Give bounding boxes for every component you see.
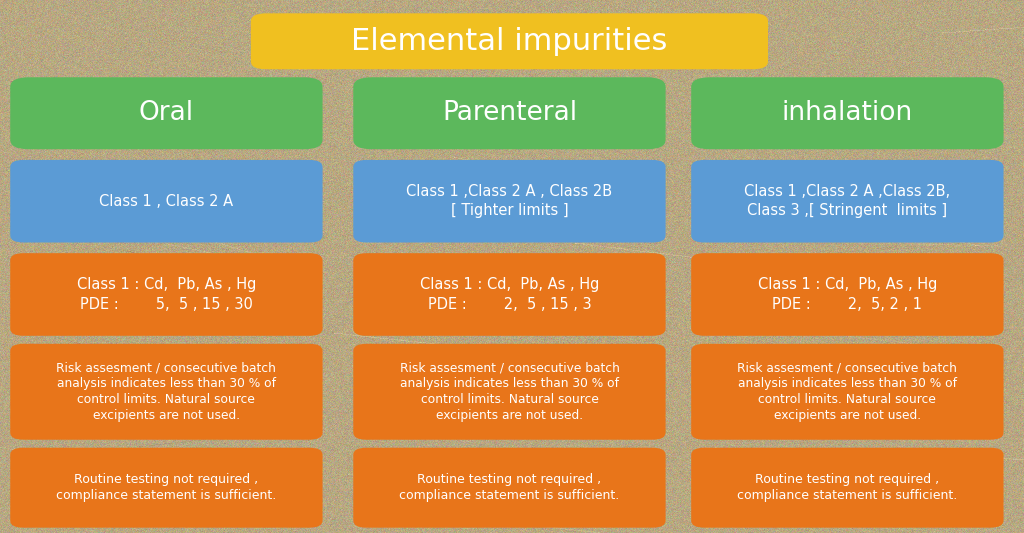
Text: Routine testing not required ,
compliance statement is sufficient.: Routine testing not required , complianc… [56, 473, 276, 503]
Text: Class 1 : Cd,  Pb, As , Hg
PDE :        2,  5, 2 , 1: Class 1 : Cd, Pb, As , Hg PDE : 2, 5, 2 … [758, 277, 937, 312]
Text: Class 1 : Cd,  Pb, As , Hg
PDE :        2,  5 , 15 , 3: Class 1 : Cd, Pb, As , Hg PDE : 2, 5 , 1… [420, 277, 599, 312]
Text: Risk assesment / consecutive batch
analysis indicates less than 30 % of
control : Risk assesment / consecutive batch analy… [56, 361, 276, 422]
FancyBboxPatch shape [10, 448, 323, 528]
Text: Class 1 ,Class 2 A , Class 2B
[ Tighter limits ]: Class 1 ,Class 2 A , Class 2B [ Tighter … [407, 184, 612, 219]
Text: Class 1 ,Class 2 A ,Class 2B,
Class 3 ,[ Stringent  limits ]: Class 1 ,Class 2 A ,Class 2B, Class 3 ,[… [744, 184, 950, 219]
FancyBboxPatch shape [691, 448, 1004, 528]
FancyBboxPatch shape [353, 448, 666, 528]
FancyBboxPatch shape [691, 253, 1004, 336]
Text: Class 1 , Class 2 A: Class 1 , Class 2 A [99, 193, 233, 209]
FancyBboxPatch shape [10, 77, 323, 149]
Text: Parenteral: Parenteral [442, 100, 577, 126]
Text: Risk assesment / consecutive batch
analysis indicates less than 30 % of
control : Risk assesment / consecutive batch analy… [737, 361, 957, 422]
Text: Elemental impurities: Elemental impurities [351, 27, 668, 56]
FancyBboxPatch shape [691, 160, 1004, 243]
Text: Routine testing not required ,
compliance statement is sufficient.: Routine testing not required , complianc… [737, 473, 957, 503]
FancyBboxPatch shape [353, 253, 666, 336]
FancyBboxPatch shape [691, 77, 1004, 149]
FancyBboxPatch shape [10, 160, 323, 243]
FancyBboxPatch shape [691, 344, 1004, 440]
Text: Oral: Oral [139, 100, 194, 126]
Text: Routine testing not required ,
compliance statement is sufficient.: Routine testing not required , complianc… [399, 473, 620, 503]
FancyBboxPatch shape [10, 344, 323, 440]
FancyBboxPatch shape [353, 77, 666, 149]
FancyBboxPatch shape [251, 13, 768, 69]
Text: Risk assesment / consecutive batch
analysis indicates less than 30 % of
control : Risk assesment / consecutive batch analy… [399, 361, 620, 422]
Text: Class 1 : Cd,  Pb, As , Hg
PDE :        5,  5 , 15 , 30: Class 1 : Cd, Pb, As , Hg PDE : 5, 5 , 1… [77, 277, 256, 312]
FancyBboxPatch shape [353, 344, 666, 440]
Text: inhalation: inhalation [781, 100, 913, 126]
FancyBboxPatch shape [10, 253, 323, 336]
FancyBboxPatch shape [353, 160, 666, 243]
